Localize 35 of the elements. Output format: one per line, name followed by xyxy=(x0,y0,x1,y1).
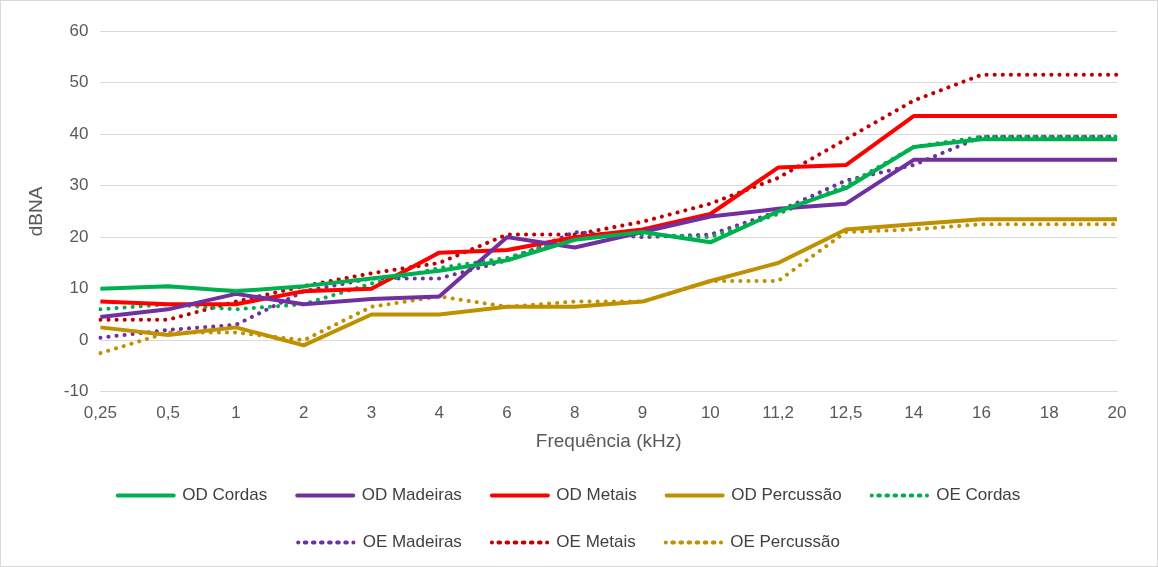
legend-label: OD Metais xyxy=(556,485,637,505)
y-tick-label: 0 xyxy=(78,329,89,349)
legend-label: OE Madeiras xyxy=(362,532,462,552)
x-axis-title: Frequência (kHz) xyxy=(535,429,682,451)
x-tick-label: 16 xyxy=(971,402,991,422)
x-tick-label: 2 xyxy=(298,402,309,422)
x-tick-label: 10 xyxy=(700,402,720,422)
x-tick-label: 11,2 xyxy=(762,402,795,422)
x-tick-label: 1 xyxy=(231,402,241,422)
line-series xyxy=(98,72,1119,322)
x-tick-label: 18 xyxy=(1039,402,1059,422)
x-tick-label: 9 xyxy=(637,402,648,422)
x-tick-label: 3 xyxy=(366,402,377,422)
legend-label: OD Cordas xyxy=(182,485,268,505)
y-tick-label: -10 xyxy=(63,381,89,401)
x-tick-label: 6 xyxy=(502,402,512,422)
legend-label: OE Percussão xyxy=(730,532,840,552)
y-tick-label: 50 xyxy=(69,72,89,92)
x-tick-label: 8 xyxy=(570,402,580,422)
x-tick-label: 20 xyxy=(1107,402,1127,422)
x-tick-label: 12,5 xyxy=(829,402,863,422)
y-axis-title: dBNA xyxy=(24,186,46,237)
y-tick-label: 20 xyxy=(69,226,89,246)
y-tick-label: 30 xyxy=(69,175,89,195)
legend-label: OD Madeiras xyxy=(361,485,462,505)
x-tick-label: 14 xyxy=(904,402,924,422)
y-tick-label: 60 xyxy=(69,20,89,40)
legend-label: OD Percussão xyxy=(731,485,842,505)
x-tick-label: 0,25 xyxy=(83,402,117,422)
x-tick-label: 4 xyxy=(434,402,444,422)
y-tick-label: 40 xyxy=(69,123,89,143)
x-tick-label: 0,5 xyxy=(156,402,180,422)
y-tick-label: 10 xyxy=(69,278,89,298)
legend-label: OE Cordas xyxy=(936,485,1021,505)
legend-label: OE Metais xyxy=(556,532,636,552)
